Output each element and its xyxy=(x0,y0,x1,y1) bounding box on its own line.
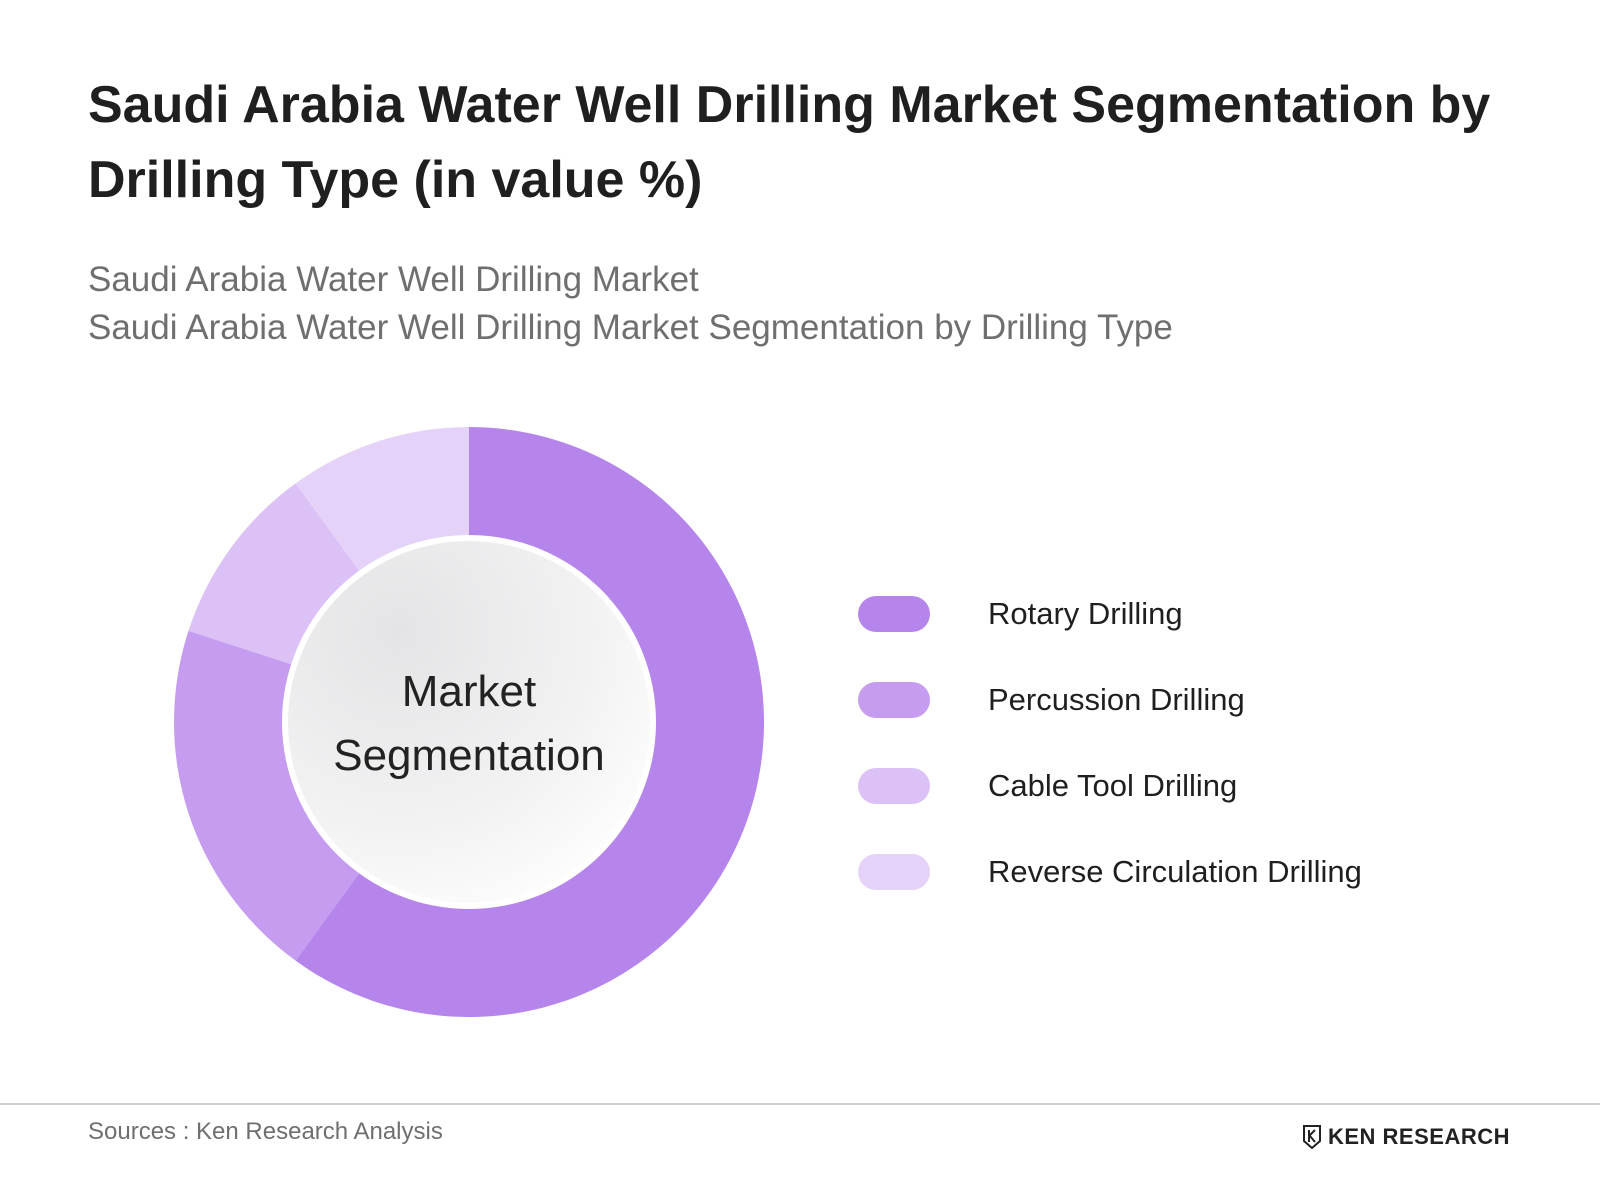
center-label-line-1: Market xyxy=(401,667,537,716)
footer-divider xyxy=(0,1103,1600,1105)
legend-label: Percussion Drilling xyxy=(988,682,1245,717)
legend-item: Rotary Drilling xyxy=(858,595,1362,633)
subtitle-line-1: Saudi Arabia Water Well Drilling Market xyxy=(88,260,699,299)
legend-swatch xyxy=(858,854,930,890)
legend-item: Reverse Circulation Drilling xyxy=(858,853,1362,891)
legend-swatch xyxy=(858,768,930,804)
source-note: Sources : Ken Research Analysis xyxy=(88,1118,443,1145)
legend-item: Cable Tool Drilling xyxy=(858,767,1362,805)
ken-research-logo-icon xyxy=(1302,1125,1321,1149)
brand-name: KEN RESEARCH xyxy=(1327,1124,1510,1149)
legend-label: Cable Tool Drilling xyxy=(988,768,1238,803)
subtitle-line-2: Saudi Arabia Water Well Drilling Market … xyxy=(88,308,1173,347)
brand-logo: KEN RESEARCH xyxy=(1302,1124,1510,1150)
donut-center-label: Market Segmentation xyxy=(298,660,640,788)
center-label-line-2: Segmentation xyxy=(333,731,605,780)
page-title: Saudi Arabia Water Well Drilling Market … xyxy=(88,76,1491,209)
donut-center-inner xyxy=(288,541,650,903)
legend-label: Rotary Drilling xyxy=(988,596,1183,631)
legend-label: Reverse Circulation Drilling xyxy=(988,854,1362,889)
legend-swatch xyxy=(858,682,930,718)
legend-swatch xyxy=(858,596,930,632)
subtitle: Saudi Arabia Water Well Drilling Market … xyxy=(88,256,1528,352)
legend-item: Percussion Drilling xyxy=(858,681,1362,719)
chart-legend: Rotary Drilling Percussion Drilling Cabl… xyxy=(858,595,1362,939)
